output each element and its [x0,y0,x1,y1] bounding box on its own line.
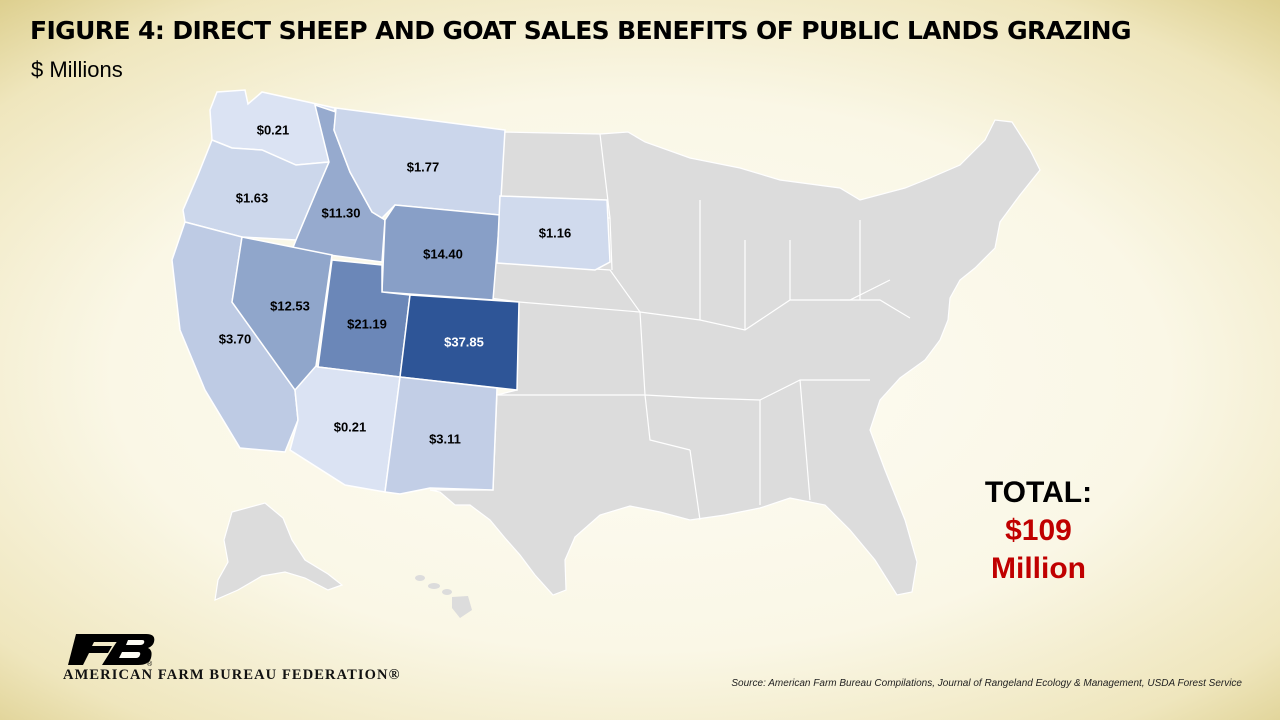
figure-subtitle: $ Millions [31,57,123,82]
state-value-label-or: $1.63 [236,190,269,205]
state-sd [496,195,611,271]
state-mt [333,107,506,219]
farm-bureau-logo-icon: ® [68,634,155,666]
state-value-label-mt: $1.77 [407,159,440,174]
state-value-label-ut: $21.19 [347,316,387,331]
state-value-labels: $0.21 $1.63 $3.70 $11.30 $12.53 $1.77 $14.40 $2… [219,122,572,446]
figure-title: FIGURE 4: DIRECT SHEEP AND GOAT SALES BE… [30,16,1132,45]
state-value-label-id: $11.30 [321,205,360,220]
total-amount: $109 [1005,514,1072,547]
total-label: TOTAL: [984,476,1093,509]
state-value-label-sd: $1.16 [539,225,572,240]
total-unit: Million [991,552,1086,585]
state-value-label-az: $0.21 [334,419,367,434]
state-value-label-co: $37.85 [444,334,484,349]
svg-text:®: ® [147,660,153,666]
state-co [399,294,520,391]
state-value-label-wy: $14.40 [423,246,463,261]
state-wy [381,204,501,301]
state-value-label-nm: $3.11 [429,431,461,446]
east-us-landmass [429,119,1041,596]
total-callout: TOTAL: $109 Million [956,474,1121,588]
highlighted-states [171,89,611,495]
alaska-landmass [214,502,344,601]
hawaii-landmass [415,575,472,618]
source-note: Source: American Farm Bureau Compilation… [731,678,1242,689]
state-value-label-wa: $0.21 [257,122,290,137]
state-borders [492,133,911,521]
organization-name: AMERICAN FARM BUREAU FEDERATION® [63,667,401,683]
state-value-label-nv: $12.53 [270,298,310,313]
state-nm [384,376,498,495]
state-value-label-ca: $3.70 [219,331,252,346]
